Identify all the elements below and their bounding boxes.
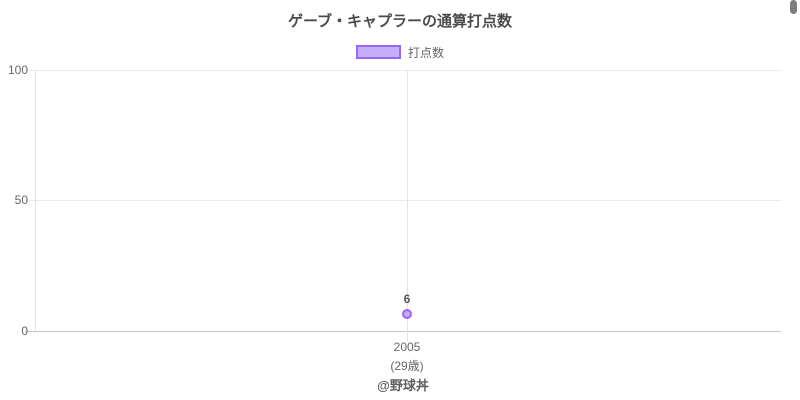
attribution-text: @野球丼 bbox=[377, 378, 429, 393]
x-axis-line bbox=[25, 331, 781, 332]
x-tick-age: (29歳) bbox=[390, 359, 424, 373]
gridline-y50 bbox=[25, 200, 781, 201]
x-tick-year: 2005 bbox=[393, 340, 421, 354]
legend-swatch-icon bbox=[355, 45, 401, 59]
gridline-x2005 bbox=[407, 70, 408, 341]
scrollbar-thumb[interactable] bbox=[790, 0, 797, 14]
y-tick-0: 0 bbox=[21, 324, 28, 338]
chart-title: ゲーブ・キャプラーの通算打点数 bbox=[287, 13, 513, 30]
y-tick-50: 50 bbox=[14, 193, 28, 207]
gridline-y100 bbox=[25, 70, 781, 71]
data-point-2005[interactable] bbox=[402, 309, 412, 319]
legend-label: 打点数 bbox=[407, 45, 444, 60]
legend-item-rbi[interactable]: 打点数 bbox=[0, 44, 800, 60]
data-point-value-label: 6 bbox=[403, 292, 411, 306]
y-tick-100: 100 bbox=[7, 63, 28, 77]
y-axis-line bbox=[35, 70, 36, 331]
